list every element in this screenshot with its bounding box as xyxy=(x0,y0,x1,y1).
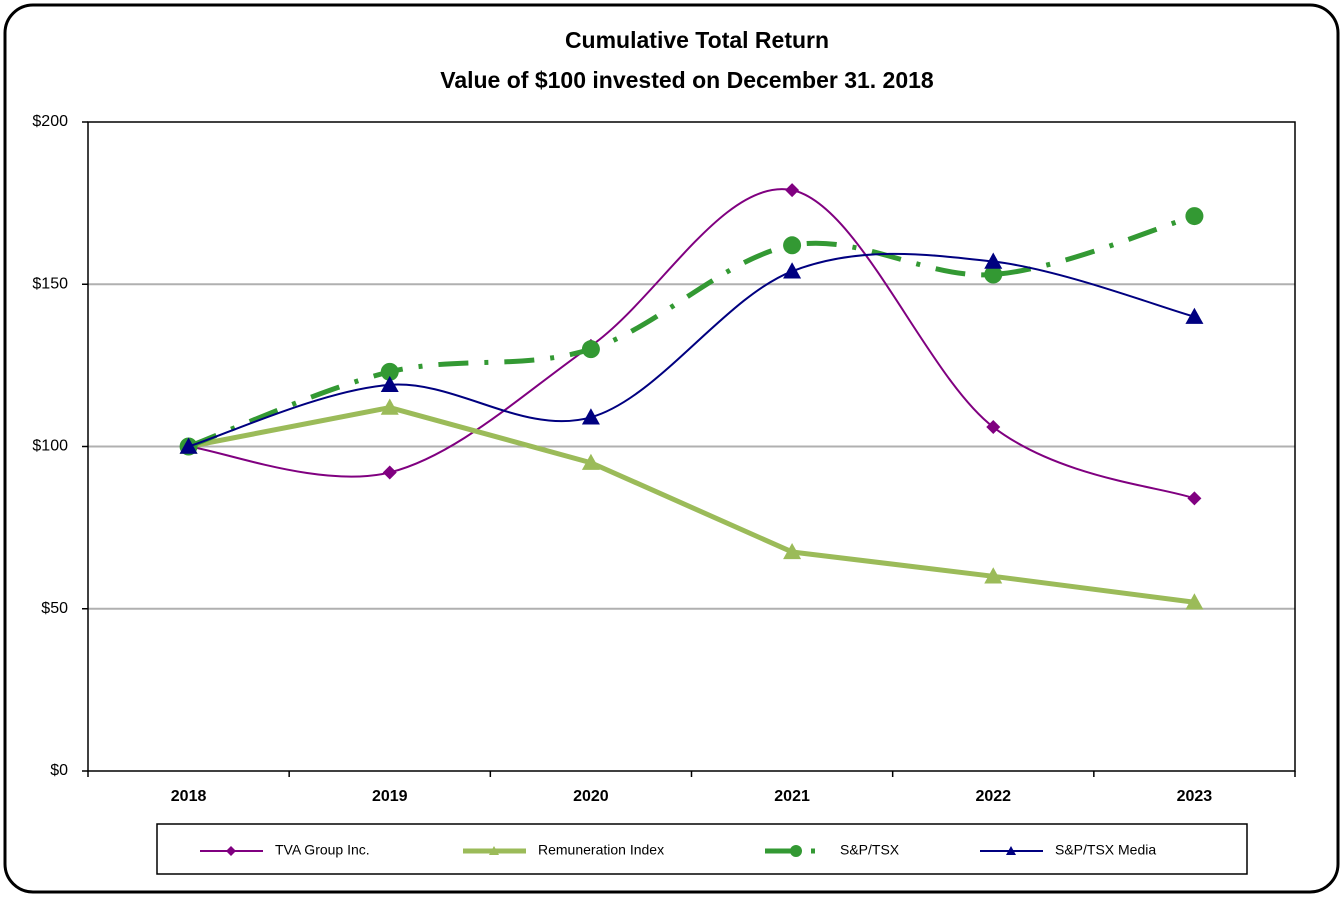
marker xyxy=(984,567,1003,584)
marker xyxy=(984,265,1003,284)
marker xyxy=(226,846,236,856)
marker xyxy=(1185,593,1204,610)
plot-frame xyxy=(87,121,1296,772)
series-line xyxy=(187,213,1196,449)
legend-label: S&P/TSX xyxy=(840,842,900,858)
marker xyxy=(179,437,198,454)
marker xyxy=(785,183,800,198)
x-tick-label: 2019 xyxy=(372,788,408,805)
x-tick-label: 2020 xyxy=(573,788,609,805)
y-tick-label: $0 xyxy=(50,762,68,779)
marker xyxy=(783,236,802,255)
x-tick-label: 2018 xyxy=(171,788,207,805)
chart-subtitle: Value of $100 invested on December 31. 2… xyxy=(440,67,934,93)
marker xyxy=(1185,207,1204,226)
marker xyxy=(489,846,499,855)
y-tick-label: $100 xyxy=(32,438,68,455)
chart-title: Cumulative Total Return xyxy=(565,27,829,53)
marker xyxy=(380,398,399,415)
legend-label: S&P/TSX Media xyxy=(1055,842,1156,858)
legend: TVA Group Inc. Remuneration Index S&P/TSX S… xyxy=(200,842,1156,858)
series-line xyxy=(188,405,1195,605)
y-tick-label: $50 xyxy=(41,600,68,617)
marker xyxy=(790,845,802,857)
marker xyxy=(382,465,397,480)
marker xyxy=(581,340,600,359)
marker xyxy=(984,252,1003,269)
marker xyxy=(986,420,1001,435)
y-tick-label: $150 xyxy=(32,275,68,292)
x-tick-label: 2021 xyxy=(774,788,810,805)
y-tick-label: $200 xyxy=(32,113,68,130)
marker xyxy=(1006,846,1016,855)
plot-layer xyxy=(179,183,1204,610)
series-line xyxy=(188,252,1195,448)
chart-border xyxy=(3,3,1340,894)
legend-box xyxy=(156,823,1248,875)
marker xyxy=(1187,491,1202,506)
marker xyxy=(783,262,802,279)
marker xyxy=(1185,307,1204,324)
marker xyxy=(380,375,399,393)
legend-label: TVA Group Inc. xyxy=(275,842,370,858)
series-line xyxy=(188,188,1195,500)
x-tick-label: 2022 xyxy=(975,788,1011,805)
marker xyxy=(783,542,802,560)
legend-label: Remuneration Index xyxy=(538,842,664,858)
x-tick-label: 2023 xyxy=(1177,788,1213,805)
marker xyxy=(380,362,399,381)
marker xyxy=(581,408,600,425)
marker xyxy=(581,453,600,470)
